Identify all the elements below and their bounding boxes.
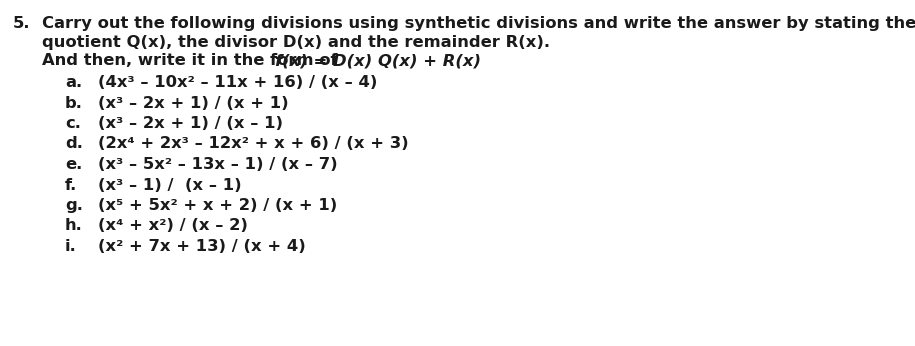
Text: h.: h.: [65, 219, 82, 234]
Text: quotient Q(x), the divisor D(x) and the remainder R(x).: quotient Q(x), the divisor D(x) and the …: [42, 35, 550, 49]
Text: (x² + 7x + 13) / (x + 4): (x² + 7x + 13) / (x + 4): [98, 239, 306, 254]
Text: a.: a.: [65, 75, 82, 90]
Text: (2x⁴ + 2x³ – 12x² + x + 6) / (x + 3): (2x⁴ + 2x³ – 12x² + x + 6) / (x + 3): [98, 137, 409, 152]
Text: e.: e.: [65, 157, 82, 172]
Text: (x³ – 5x² – 13x – 1) / (x – 7): (x³ – 5x² – 13x – 1) / (x – 7): [98, 157, 338, 172]
Text: b.: b.: [65, 95, 83, 110]
Text: (x⁵ + 5x² + x + 2) / (x + 1): (x⁵ + 5x² + x + 2) / (x + 1): [98, 198, 338, 213]
Text: c.: c.: [65, 116, 81, 131]
Text: d.: d.: [65, 137, 83, 152]
Text: Carry out the following divisions using synthetic divisions and write the answer: Carry out the following divisions using …: [42, 16, 915, 31]
Text: f.: f.: [65, 177, 77, 192]
Text: g.: g.: [65, 198, 83, 213]
Text: (x⁴ + x²) / (x – 2): (x⁴ + x²) / (x – 2): [98, 219, 248, 234]
Text: 5.: 5.: [13, 16, 30, 31]
Text: (x³ – 2x + 1) / (x – 1): (x³ – 2x + 1) / (x – 1): [98, 116, 283, 131]
Text: And then, write it in the form of: And then, write it in the form of: [42, 53, 343, 68]
Text: And then, write it in the form of: And then, write it in the form of: [42, 53, 343, 68]
Text: (x³ – 2x + 1) / (x + 1): (x³ – 2x + 1) / (x + 1): [98, 95, 288, 110]
Text: f(x) = D(x) Q(x) + R(x): f(x) = D(x) Q(x) + R(x): [274, 53, 481, 68]
Text: (4x³ – 10x² – 11x + 16) / (x – 4): (4x³ – 10x² – 11x + 16) / (x – 4): [98, 75, 377, 90]
Text: (x³ – 1) /  (x – 1): (x³ – 1) / (x – 1): [98, 177, 242, 192]
Text: i.: i.: [65, 239, 77, 254]
